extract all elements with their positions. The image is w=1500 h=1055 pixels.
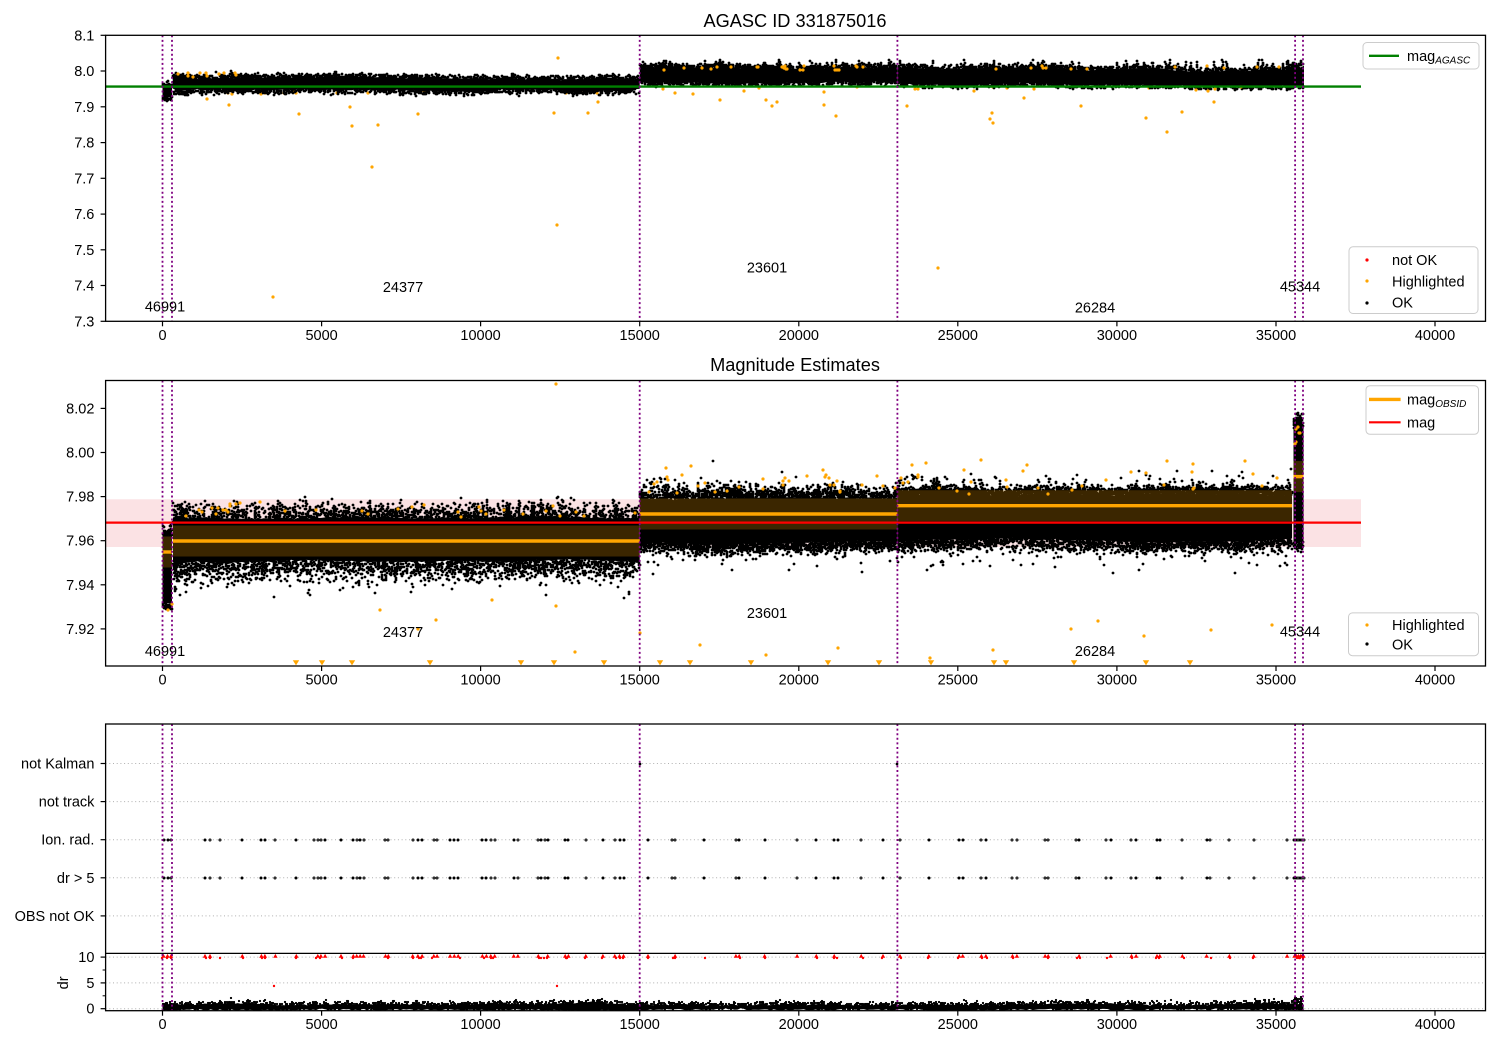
svg-text:8.1: 8.1: [74, 28, 94, 44]
svg-text:24377: 24377: [383, 280, 423, 296]
svg-text:dr > 5: dr > 5: [57, 871, 94, 887]
svg-text:20000: 20000: [779, 328, 819, 344]
svg-text:7.98: 7.98: [66, 490, 94, 506]
svg-text:7.7: 7.7: [74, 171, 94, 187]
svg-text:Magnitude Estimates: Magnitude Estimates: [710, 355, 880, 375]
svg-text:7.8: 7.8: [74, 136, 94, 152]
svg-text:35000: 35000: [1256, 328, 1296, 344]
svg-text:10000: 10000: [460, 673, 500, 689]
svg-text:25000: 25000: [938, 673, 978, 689]
svg-text:45344: 45344: [1280, 624, 1320, 640]
svg-text:0: 0: [158, 328, 166, 344]
svg-text:OBS not OK: OBS not OK: [15, 909, 95, 925]
svg-text:8.0: 8.0: [74, 64, 94, 80]
svg-text:26284: 26284: [1075, 644, 1115, 660]
svg-text:45344: 45344: [1280, 280, 1320, 296]
svg-text:20000: 20000: [779, 673, 819, 689]
svg-text:30000: 30000: [1097, 1017, 1137, 1033]
svg-text:40000: 40000: [1415, 1017, 1455, 1033]
svg-text:7.94: 7.94: [66, 578, 94, 594]
svg-text:25000: 25000: [938, 1017, 978, 1033]
svg-text:20000: 20000: [779, 1017, 819, 1033]
svg-text:35000: 35000: [1256, 1017, 1296, 1033]
svg-text:35000: 35000: [1256, 673, 1296, 689]
svg-text:not track: not track: [39, 795, 95, 811]
svg-text:46991: 46991: [145, 644, 185, 660]
svg-text:7.96: 7.96: [66, 534, 94, 550]
svg-text:15000: 15000: [620, 1017, 660, 1033]
svg-text:8.00: 8.00: [66, 446, 94, 462]
svg-text:7.9: 7.9: [74, 100, 94, 116]
svg-text:not OK: not OK: [1392, 253, 1437, 269]
svg-text:5000: 5000: [305, 673, 337, 689]
svg-text:15000: 15000: [620, 673, 660, 689]
svg-text:10000: 10000: [460, 1017, 500, 1033]
svg-text:mag: mag: [1407, 415, 1435, 431]
svg-text:OK: OK: [1392, 296, 1413, 312]
svg-text:0: 0: [158, 1017, 166, 1033]
svg-text:15000: 15000: [620, 328, 660, 344]
svg-text:OK: OK: [1392, 637, 1413, 653]
svg-text:24377: 24377: [383, 625, 423, 641]
svg-text:0: 0: [86, 1002, 94, 1018]
svg-text:10000: 10000: [460, 328, 500, 344]
svg-text:7.92: 7.92: [66, 622, 94, 638]
svg-text:dr: dr: [56, 976, 72, 989]
svg-text:not Kalman: not Kalman: [21, 757, 94, 773]
svg-text:5000: 5000: [305, 1017, 337, 1033]
svg-text:26284: 26284: [1075, 301, 1115, 317]
svg-text:7.4: 7.4: [74, 279, 94, 295]
svg-text:30000: 30000: [1097, 328, 1137, 344]
svg-text:25000: 25000: [938, 328, 978, 344]
svg-text:46991: 46991: [145, 300, 185, 316]
svg-text:23601: 23601: [747, 261, 787, 277]
svg-text:Highlighted: Highlighted: [1392, 618, 1465, 634]
svg-text:AGASC ID 331875016: AGASC ID 331875016: [703, 11, 886, 31]
svg-text:0: 0: [158, 673, 166, 689]
svg-text:7.5: 7.5: [74, 243, 94, 259]
svg-text:40000: 40000: [1415, 328, 1455, 344]
svg-text:10: 10: [78, 950, 94, 966]
svg-text:5: 5: [86, 976, 94, 992]
svg-text:40000: 40000: [1415, 673, 1455, 689]
svg-text:23601: 23601: [747, 606, 787, 622]
svg-text:7.6: 7.6: [74, 207, 94, 223]
svg-text:Highlighted: Highlighted: [1392, 274, 1465, 290]
svg-text:8.02: 8.02: [66, 401, 94, 417]
svg-text:7.3: 7.3: [74, 314, 94, 330]
svg-text:Ion. rad.: Ion. rad.: [41, 833, 94, 849]
svg-text:30000: 30000: [1097, 673, 1137, 689]
svg-text:5000: 5000: [305, 328, 337, 344]
